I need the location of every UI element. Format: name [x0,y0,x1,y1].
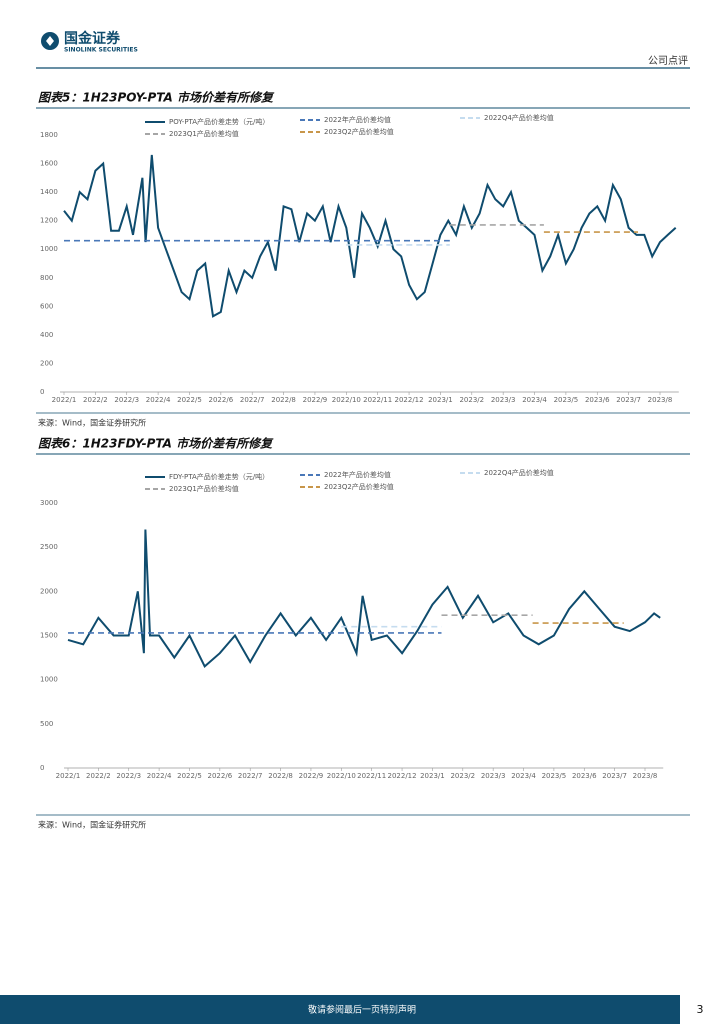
x-tick-label: 2022/11 [357,772,386,780]
x-tick-label: 2022/12 [388,772,417,780]
x-tick-label: 2023/8 [633,772,658,780]
y-tick-label: 500 [40,720,53,728]
y-tick-label: 400 [40,331,53,339]
y-tick-label: 800 [40,274,53,282]
figure-title: 图表6：1H23FDY-PTA 市场价差有所修复 [38,437,274,451]
x-tick-label: 2022/3 [114,396,139,404]
section-label: 公司点评 [648,55,688,67]
x-tick-label: 2022/3 [116,772,141,780]
figure-source: 来源：Wind，国金证券研究所 [38,820,146,830]
x-tick-label: 2022/6 [208,772,233,780]
legend-label: 2023Q2产品价差均值 [324,127,394,136]
x-tick-label: 2022/1 [52,396,77,404]
x-tick-label: 2022/7 [238,772,263,780]
y-tick-label: 1600 [40,160,58,168]
figure-source: 来源：Wind，国金证券研究所 [38,418,146,428]
legend-label: 2023Q1产品价差均值 [169,484,239,493]
y-tick-label: 600 [40,302,53,310]
y-tick-label: 1800 [40,131,58,139]
x-tick-label: 2022/2 [83,396,108,404]
x-tick-label: 2023/2 [450,772,475,780]
x-tick-label: 2022/11 [363,396,392,404]
x-tick-label: 2022/5 [177,772,202,780]
y-tick-label: 1200 [40,217,58,225]
x-tick-label: 2023/2 [459,396,484,404]
logo-cn: 国金证券 [64,30,121,47]
legend-label: 2023Q1产品价差均值 [169,129,239,138]
y-tick-label: 0 [40,388,44,396]
y-tick-label: 1400 [40,188,58,196]
legend-label: 2022年产品价差均值 [324,470,391,479]
x-tick-label: 2022/7 [240,396,265,404]
charts: 图表5：1H23POY-PTA 市场价差有所修复 0 200 400 600 800 100… [36,91,690,830]
x-tick-label: 2022/5 [177,396,202,404]
legend-label: 2023Q2产品价差均值 [324,482,394,491]
y-tick-label: 0 [40,764,44,772]
x-tick-label: 2022/4 [146,396,171,404]
logo-inner [46,36,54,46]
series-line [63,154,677,318]
figure-title: 图表5：1H23POY-PTA 市场价差有所修复 [38,91,275,105]
x-tick-label: 2023/1 [428,396,453,404]
x-tick-label: 2022/1 [56,772,81,780]
x-tick-label: 2022/8 [271,396,296,404]
y-tick-label: 2000 [40,587,58,595]
footer-band [0,995,724,1024]
y-tick-label: 3000 [40,499,58,507]
logo-en: SINOLINK SECURITIES [64,47,138,54]
series-line [67,529,661,669]
y-tick-label: 1500 [40,632,58,640]
x-tick-label: 2022/10 [327,772,356,780]
x-tick-label: 2022/9 [299,772,324,780]
y-tick-label: 1000 [40,676,58,684]
x-tick-label: 2023/4 [522,396,547,404]
x-tick-label: 2023/5 [554,396,579,404]
x-tick-label: 2023/7 [602,772,627,780]
x-tick-label: 2022/12 [395,396,424,404]
legend-label: 2022年产品价差均值 [324,115,391,124]
x-tick-label: 2023/6 [572,772,597,780]
x-tick-label: 2023/4 [511,772,536,780]
x-tick-label: 2022/8 [268,772,293,780]
legend-label: POY-PTA产品价差走势（元/吨） [169,117,269,126]
y-tick-label: 200 [40,359,53,367]
x-tick-label: 2023/5 [542,772,567,780]
x-tick-label: 2022/6 [209,396,234,404]
legend-label: FDY-PTA产品价差走势（元/吨） [169,472,269,481]
legend-label: 2022Q4产品价差均值 [484,468,554,477]
x-tick-label: 2023/3 [481,772,506,780]
x-tick-label: 2022/10 [332,396,361,404]
x-tick-label: 2023/7 [616,396,641,404]
footer-notice: 敬请参阅最后一页特别声明 [308,1004,416,1016]
page-box [680,995,724,1024]
y-tick-label: 1000 [40,245,58,253]
x-tick-label: 2023/3 [491,396,516,404]
y-tick-label: 2500 [40,543,58,551]
x-tick-label: 2022/2 [86,772,111,780]
x-tick-label: 2023/6 [585,396,610,404]
legend-label: 2022Q4产品价差均值 [484,113,554,122]
page-number: 3 [697,1003,704,1016]
x-tick-label: 2022/4 [147,772,172,780]
x-tick-label: 2023/8 [648,396,673,404]
x-tick-label: 2023/1 [420,772,445,780]
x-tick-label: 2022/9 [303,396,328,404]
